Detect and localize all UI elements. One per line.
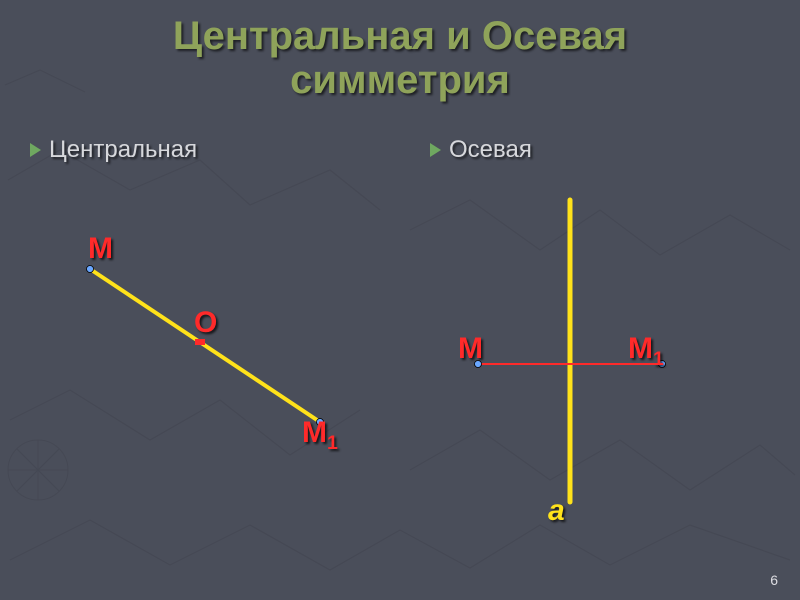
slide-number: 6 — [770, 572, 778, 588]
axial-label-axis: a — [548, 494, 565, 528]
left-heading-text: Центральная — [49, 136, 197, 164]
slide-title-line1: Центральная и Осевая — [0, 14, 800, 58]
central-label-O: O — [194, 306, 217, 340]
slide-title-line2: симметрия — [0, 58, 800, 102]
right-heading: Осевая — [430, 136, 800, 164]
columns-row: Центральная Осевая — [0, 136, 800, 164]
left-heading: Центральная — [30, 136, 400, 164]
left-column: Центральная — [0, 136, 400, 164]
central-label-M: M — [88, 232, 113, 266]
right-heading-text: Осевая — [449, 136, 532, 164]
right-column: Осевая — [400, 136, 800, 164]
slide-title: Центральная и Осевая симметрия — [0, 0, 800, 102]
bullet-icon — [430, 143, 441, 157]
axial-label-M1: M1 — [628, 332, 664, 371]
central-label-M1: M1 — [302, 416, 338, 455]
bullet-icon — [30, 143, 41, 157]
axial-label-M: M — [458, 332, 483, 366]
